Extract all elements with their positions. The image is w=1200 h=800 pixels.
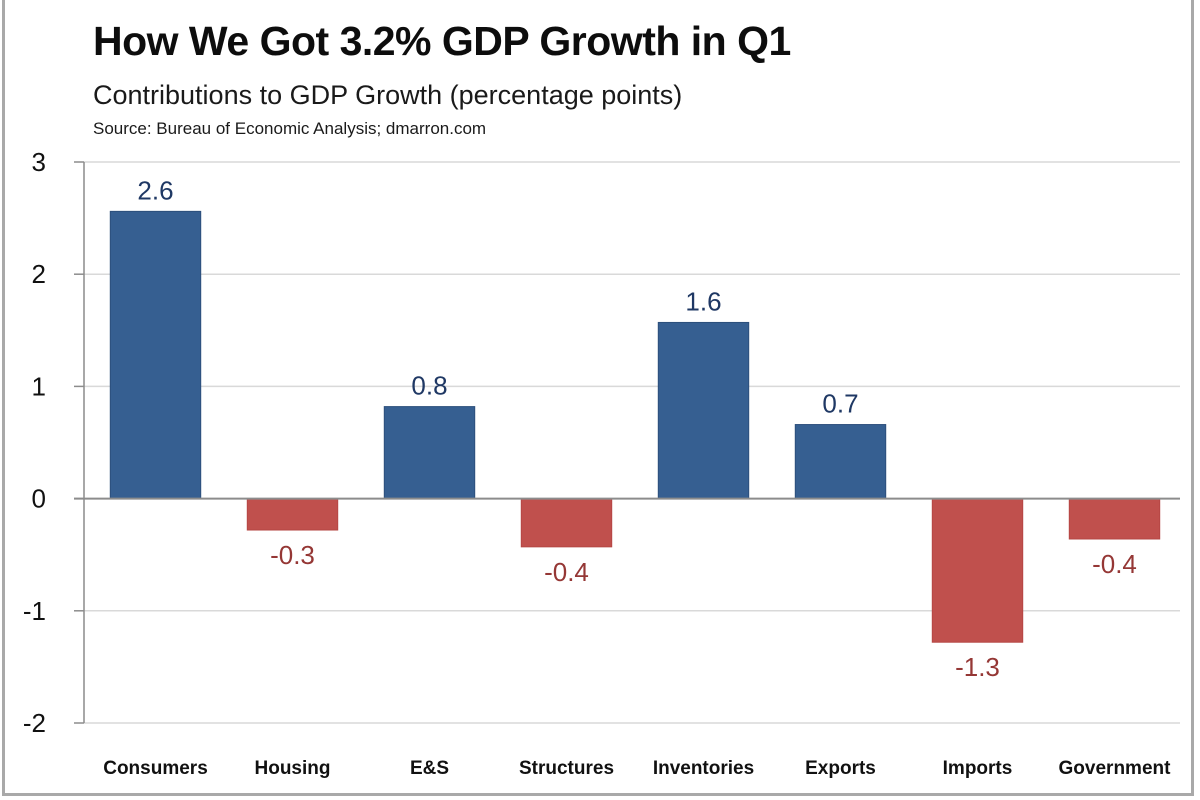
y-tick-label: 1: [32, 371, 46, 401]
y-tick-label: 3: [32, 147, 46, 177]
data-labels: 2.6 -0.3 0.8 -0.4 1.6 0.7 -1.3 -0.4: [137, 175, 1136, 682]
bar-consumers: [109, 210, 202, 500]
data-label: -0.3: [270, 540, 315, 570]
x-tick-label: Consumers: [103, 758, 208, 779]
x-tick-labels: Consumers Housing E&S Structures Inventories…: [103, 758, 1171, 779]
data-label: -1.3: [955, 652, 1000, 682]
x-tick-label: E&S: [410, 758, 449, 779]
bar-inventories: [657, 321, 750, 500]
bar-housing: [246, 498, 339, 531]
bar-exports: [794, 424, 887, 500]
x-tick-label: Inventories: [653, 758, 754, 779]
data-label: 0.8: [411, 371, 447, 401]
bars: [109, 210, 1161, 643]
chart-source: Source: Bureau of Economic Analysis; dma…: [93, 119, 487, 138]
data-label: 1.6: [685, 286, 721, 316]
x-tick-label: Housing: [255, 758, 331, 779]
y-tick-label: -1: [23, 596, 46, 626]
data-label: 2.6: [137, 175, 173, 205]
data-label: -0.4: [1092, 549, 1137, 579]
y-tick-label: -2: [23, 708, 46, 738]
x-tick-label: Exports: [805, 758, 876, 779]
bar-es: [383, 406, 476, 500]
axes: [74, 161, 1180, 724]
chart-title: How We Got 3.2% GDP Growth in Q1: [93, 18, 791, 64]
bar-government: [1068, 498, 1161, 540]
chart-subtitle: Contributions to GDP Growth (percentage …: [93, 80, 683, 110]
x-tick-label: Government: [1059, 758, 1172, 779]
data-label: -0.4: [544, 557, 589, 587]
y-tick-label: 2: [32, 259, 46, 289]
x-tick-label: Imports: [943, 758, 1013, 779]
bar-imports: [931, 498, 1024, 643]
bar-structures: [520, 498, 613, 548]
x-tick-label: Structures: [519, 758, 614, 779]
data-label: 0.7: [822, 389, 858, 419]
y-tick-labels: 3 2 1 0 -1 -2: [23, 147, 46, 738]
y-tick-label: 0: [32, 484, 46, 514]
